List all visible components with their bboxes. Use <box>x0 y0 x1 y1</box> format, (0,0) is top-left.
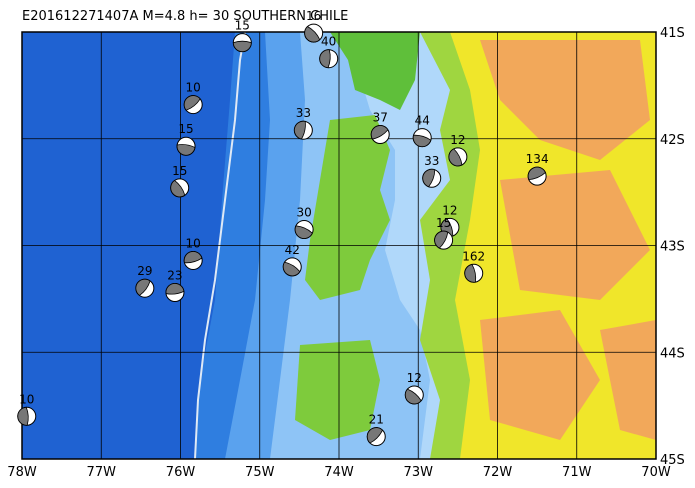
depth-label: 23 <box>167 268 182 282</box>
focal-mechanism <box>17 406 37 426</box>
focal-mechanism <box>232 33 252 53</box>
compression-quadrant <box>319 49 331 69</box>
depth-label: 15 <box>172 164 187 178</box>
compression-quadrant <box>422 168 436 188</box>
depth-label: 15 <box>235 19 250 33</box>
compression-quadrant <box>294 225 313 239</box>
focal-mechanism <box>183 250 203 270</box>
focal-mechanism <box>294 219 314 239</box>
depth-label: 33 <box>424 154 439 168</box>
focal-mechanism <box>304 23 324 43</box>
y-tick-label: 42S <box>660 133 685 148</box>
x-tick-label: 72W <box>483 465 513 480</box>
depth-label: 12 <box>450 133 465 147</box>
compression-quadrant <box>366 427 383 444</box>
map-title: E201612271407A M=4.8 h= 30 SOUTHERN CHIL… <box>22 9 348 24</box>
depth-label: 40 <box>321 35 336 49</box>
compression-quadrant <box>412 134 432 148</box>
compression-quadrant <box>448 148 463 167</box>
x-tick-label: 76W <box>166 465 196 480</box>
island-south <box>295 340 380 440</box>
compression-quadrant <box>294 120 306 140</box>
y-tick-label: 45S <box>660 453 685 468</box>
focal-mechanism <box>464 263 484 283</box>
compression-quadrant <box>165 283 185 295</box>
x-tick-label: 71W <box>562 465 592 480</box>
x-tick-label: 73W <box>404 465 434 480</box>
compression-quadrant <box>464 263 477 283</box>
land-north <box>330 32 420 110</box>
depth-label: 162 <box>462 249 485 263</box>
compression-quadrant <box>304 25 321 43</box>
focal-mechanism <box>176 136 196 156</box>
depth-label: 16 <box>306 9 321 23</box>
depth-label: 10 <box>186 81 201 95</box>
focal-mechanism <box>165 282 185 302</box>
focal-mechanism <box>422 168 442 188</box>
compression-quadrant <box>135 278 151 296</box>
depth-label: 29 <box>137 264 152 278</box>
focal-mechanism <box>370 124 390 144</box>
compression-quadrant <box>170 179 186 198</box>
depth-label: 10 <box>186 236 201 250</box>
depth-label: 15 <box>436 216 451 230</box>
x-tick-label: 70W <box>641 465 671 480</box>
focal-mechanism <box>282 257 302 277</box>
focal-mechanism <box>527 166 547 186</box>
depth-label: 42 <box>285 243 300 257</box>
depth-label: 12 <box>442 203 457 217</box>
y-tick-label: 44S <box>660 346 685 361</box>
depth-label: 33 <box>296 106 311 120</box>
depth-label: 30 <box>296 205 311 219</box>
focal-mechanism <box>448 147 468 167</box>
x-tick-label: 77W <box>87 465 117 480</box>
focal-mechanism <box>366 427 386 447</box>
x-tick-label: 74W <box>324 465 354 480</box>
focal-mechanism <box>183 95 203 115</box>
depth-label: 134 <box>526 152 549 166</box>
depth-label: 12 <box>407 371 422 385</box>
compression-quadrant <box>527 166 546 181</box>
chiloe <box>305 115 390 300</box>
depth-label: 15 <box>178 122 193 136</box>
depth-label: 44 <box>415 114 430 128</box>
compression-quadrant <box>434 230 449 249</box>
highlands <box>480 40 656 440</box>
depth-label: 21 <box>369 413 384 427</box>
compression-quadrant <box>183 95 201 111</box>
compression-quadrant <box>176 144 196 156</box>
compression-quadrant <box>232 40 252 53</box>
x-tick-label: 75W <box>245 465 275 480</box>
focal-mechanism <box>404 385 424 405</box>
focal-mechanism <box>434 230 454 250</box>
focal-mechanism <box>412 128 432 148</box>
y-tick-label: 43S <box>660 240 685 255</box>
focal-mechanism <box>293 120 313 140</box>
focal-mechanism <box>135 278 155 298</box>
depth-label: 37 <box>373 110 388 124</box>
map-frame <box>21 31 657 460</box>
compression-quadrant <box>17 406 29 426</box>
trench-line <box>194 31 246 460</box>
depth-label: 10 <box>19 392 34 406</box>
y-tick-label: 41S <box>660 26 685 41</box>
compression-quadrant <box>370 125 389 140</box>
x-tick-label: 78W <box>7 465 37 480</box>
compression-quadrant <box>404 388 422 405</box>
focal-mechanism <box>319 49 339 69</box>
compression-quadrant <box>183 251 203 264</box>
focal-mechanism <box>170 178 190 198</box>
compression-quadrant <box>282 261 301 277</box>
